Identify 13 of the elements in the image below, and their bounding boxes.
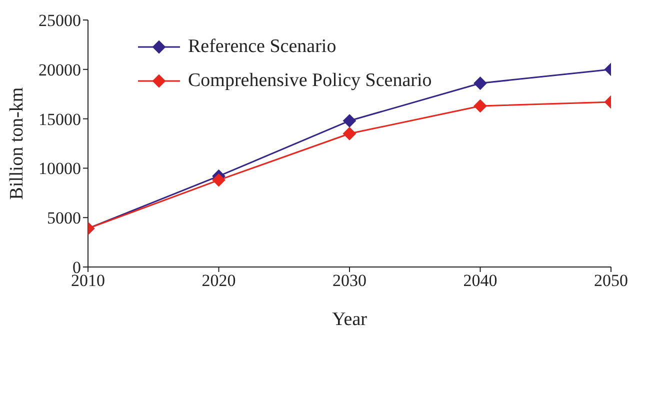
y-tick-label: 20000	[38, 60, 81, 80]
x-tick-label: 2050	[594, 271, 628, 290]
legend-label: Comprehensive Policy Scenario	[188, 70, 432, 92]
x-axis-title: Year	[332, 309, 368, 330]
y-axis-title: Billion ton-km	[6, 87, 28, 200]
x-tick-label: 2020	[202, 271, 236, 290]
y-tick-label: 25000	[38, 11, 81, 30]
x-tick-label: 2040	[463, 271, 498, 290]
y-tick-label: 15000	[38, 110, 81, 129]
x-tick-label: 2030	[332, 271, 366, 290]
legend-label: Reference Scenario	[188, 36, 336, 58]
y-tick-label: 5000	[47, 208, 81, 228]
y-tick-label: 10000	[38, 159, 81, 178]
